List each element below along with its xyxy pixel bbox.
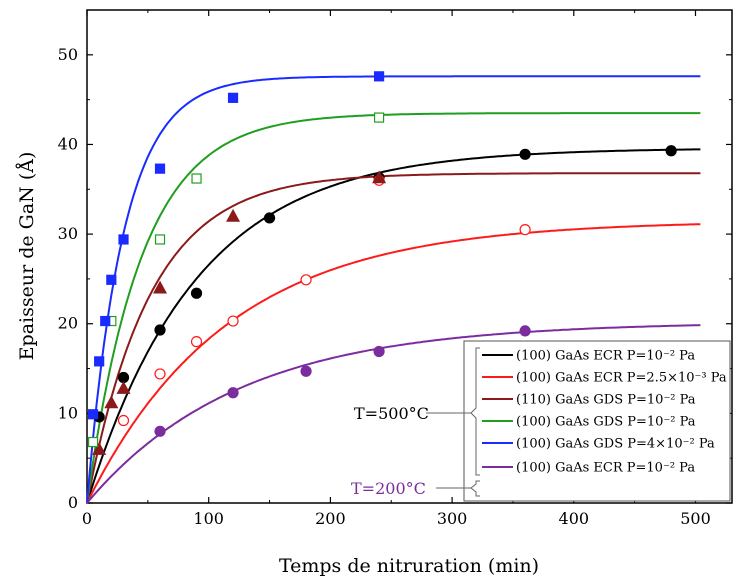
data-point-s4-3 (106, 274, 117, 285)
data-point-s0-3 (190, 287, 203, 299)
data-point-s3-3 (191, 173, 202, 184)
fit-curve-4 (86, 75, 701, 504)
x-tick-label: 100 (193, 509, 224, 528)
data-point-s0-6 (519, 148, 531, 160)
legend-label-1: (100) GaAs ECR P=2.5×10⁻³ Pa (516, 371, 727, 386)
y-axis-title: Epaisseur de GaN (Å) (16, 152, 38, 361)
data-point-s1-1 (154, 368, 166, 380)
data-point-s3-0 (87, 436, 99, 448)
data-point-s2-0 (92, 441, 107, 455)
y-tick-label: 10 (58, 403, 78, 422)
data-point-s0-2 (154, 324, 166, 336)
x-tick-label: 400 (559, 509, 590, 528)
data-point-s4-7 (373, 71, 385, 82)
plot-frame (86, 9, 733, 504)
legend-label-3: (100) GaAs GDS P=10⁻² Pa (516, 415, 696, 430)
data-point-s5-1 (227, 387, 239, 399)
data-markers (87, 71, 677, 455)
data-point-s1-4 (300, 274, 312, 286)
y-tick-label: 30 (58, 224, 78, 243)
fit-curve-0 (86, 148, 701, 504)
y-tick-label: 0 (68, 493, 78, 512)
data-point-s2-3 (153, 280, 168, 294)
fit-curve-2 (86, 172, 701, 504)
data-point-s1-0 (117, 414, 130, 427)
legend: (100) GaAs ECR P=10⁻² Pa (100) GaAs ECR P… (426, 340, 731, 502)
group-bracket-500 (426, 347, 480, 476)
x-tick-label: 0 (82, 509, 92, 528)
data-point-s1-3 (227, 315, 239, 327)
y-tick-label: 20 (58, 314, 78, 333)
data-point-s5-4 (519, 325, 531, 337)
x-tick-label: 200 (315, 509, 346, 528)
data-point-s4-6 (227, 92, 239, 103)
legend-items: (100) GaAs ECR P=10⁻² Pa (100) GaAs ECR P… (482, 349, 727, 476)
legend-label-4: (100) GaAs GDS P=4×10⁻² Pa (516, 437, 715, 452)
fit-curve-3 (86, 112, 701, 504)
x-tick-label: 300 (437, 509, 468, 528)
group-bracket-200 (436, 480, 480, 497)
data-point-s0-7 (665, 145, 677, 157)
data-point-s5-2 (300, 365, 312, 377)
data-point-s4-2 (100, 315, 111, 327)
y-tick-label: 50 (58, 45, 78, 64)
data-point-s3-4 (373, 112, 385, 123)
data-point-s0-4 (263, 212, 276, 224)
fit-curve-5 (86, 324, 701, 504)
legend-label-5: (100) GaAs ECR P=10⁻² Pa (516, 461, 695, 476)
legend-label-2: (110) GaAs GDS P=10⁻² Pa (516, 393, 696, 408)
data-point-s0-1 (117, 371, 130, 384)
y-tick-label: 40 (58, 134, 78, 153)
data-point-s3-2 (154, 234, 166, 245)
temperature-label-200: T=200°C (351, 479, 426, 498)
x-axis-title: Temps de nitruration (min) (279, 555, 539, 577)
data-point-s2-4 (226, 208, 241, 222)
data-point-s5-3 (373, 345, 385, 358)
data-point-s1-6 (519, 224, 531, 236)
data-point-s4-1 (94, 356, 105, 367)
data-point-s4-0 (87, 409, 99, 420)
fit-curves (86, 75, 701, 504)
data-point-s4-5 (154, 163, 166, 174)
fit-curve-1 (86, 223, 701, 504)
temperature-label-500: T=500°C (354, 404, 429, 423)
data-point-s2-5 (372, 170, 387, 184)
data-point-s2-1 (104, 395, 119, 409)
data-point-s4-4 (118, 234, 129, 245)
data-point-s1-2 (190, 336, 203, 348)
axis-ticks: 0 100 200 300 400 500 0 10 20 30 40 50 (58, 9, 732, 528)
plot-area: 0 100 200 300 400 500 0 10 20 30 40 50 (58, 9, 733, 528)
legend-label-0: (100) GaAs ECR P=10⁻² Pa (516, 349, 695, 364)
x-tick-label: 500 (680, 509, 711, 528)
data-point-s5-0 (154, 425, 166, 437)
data-point-s2-2 (116, 381, 131, 394)
